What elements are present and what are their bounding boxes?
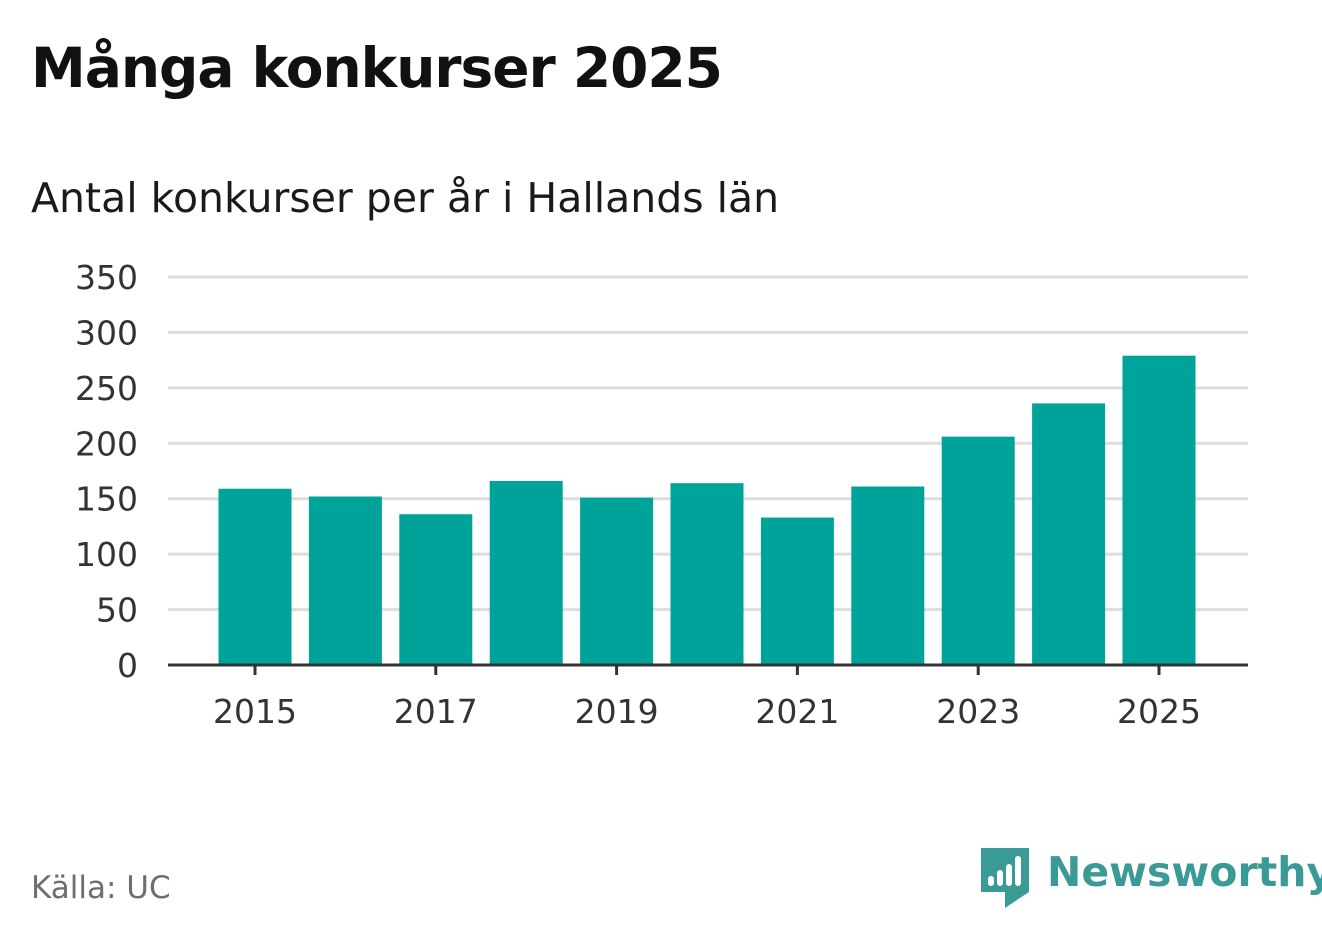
- y-tick-label: 300: [75, 313, 138, 352]
- bar-2018: [489, 480, 563, 665]
- bar-2015: [218, 488, 292, 665]
- newsworthy-logo-icon: [981, 848, 1029, 908]
- bar-2023: [941, 436, 1015, 665]
- x-tick-label: 2015: [213, 692, 297, 731]
- x-tick-label: 2019: [575, 692, 659, 731]
- y-tick-label: 200: [75, 424, 138, 463]
- bar-2024: [1032, 403, 1106, 665]
- bar-chart: 0 50 100 150 200 250 300 350 2015 2017 2019 2021 202…: [75, 258, 1248, 731]
- chart-title: Många konkurser 2025: [31, 36, 723, 100]
- bar-2025: [1122, 355, 1196, 665]
- bar-2019: [580, 497, 654, 665]
- bar-2020: [670, 483, 744, 665]
- newsworthy-logo: Newsworthy: [981, 848, 1322, 910]
- y-tick-label: 50: [96, 591, 138, 630]
- y-tick-label: 150: [75, 480, 138, 519]
- x-tick-label: 2021: [755, 692, 839, 731]
- x-tick-label: 2025: [1117, 692, 1201, 731]
- chart-subtitle: Antal konkurser per år i Hallands län: [31, 174, 780, 222]
- y-tick-label: 350: [75, 258, 138, 297]
- bar-2017: [399, 514, 473, 665]
- x-tick-label: 2023: [936, 692, 1020, 731]
- brand-name: Newsworthy: [1047, 848, 1322, 896]
- source-note: Källa: UC: [31, 870, 171, 906]
- bar-2021: [760, 517, 834, 665]
- y-tick-label: 100: [75, 535, 138, 574]
- bar-2016: [308, 496, 382, 665]
- x-tick-label: 2017: [394, 692, 478, 731]
- y-tick-label: 250: [75, 369, 138, 408]
- y-tick-label: 0: [117, 646, 138, 685]
- bar-2022: [851, 486, 925, 665]
